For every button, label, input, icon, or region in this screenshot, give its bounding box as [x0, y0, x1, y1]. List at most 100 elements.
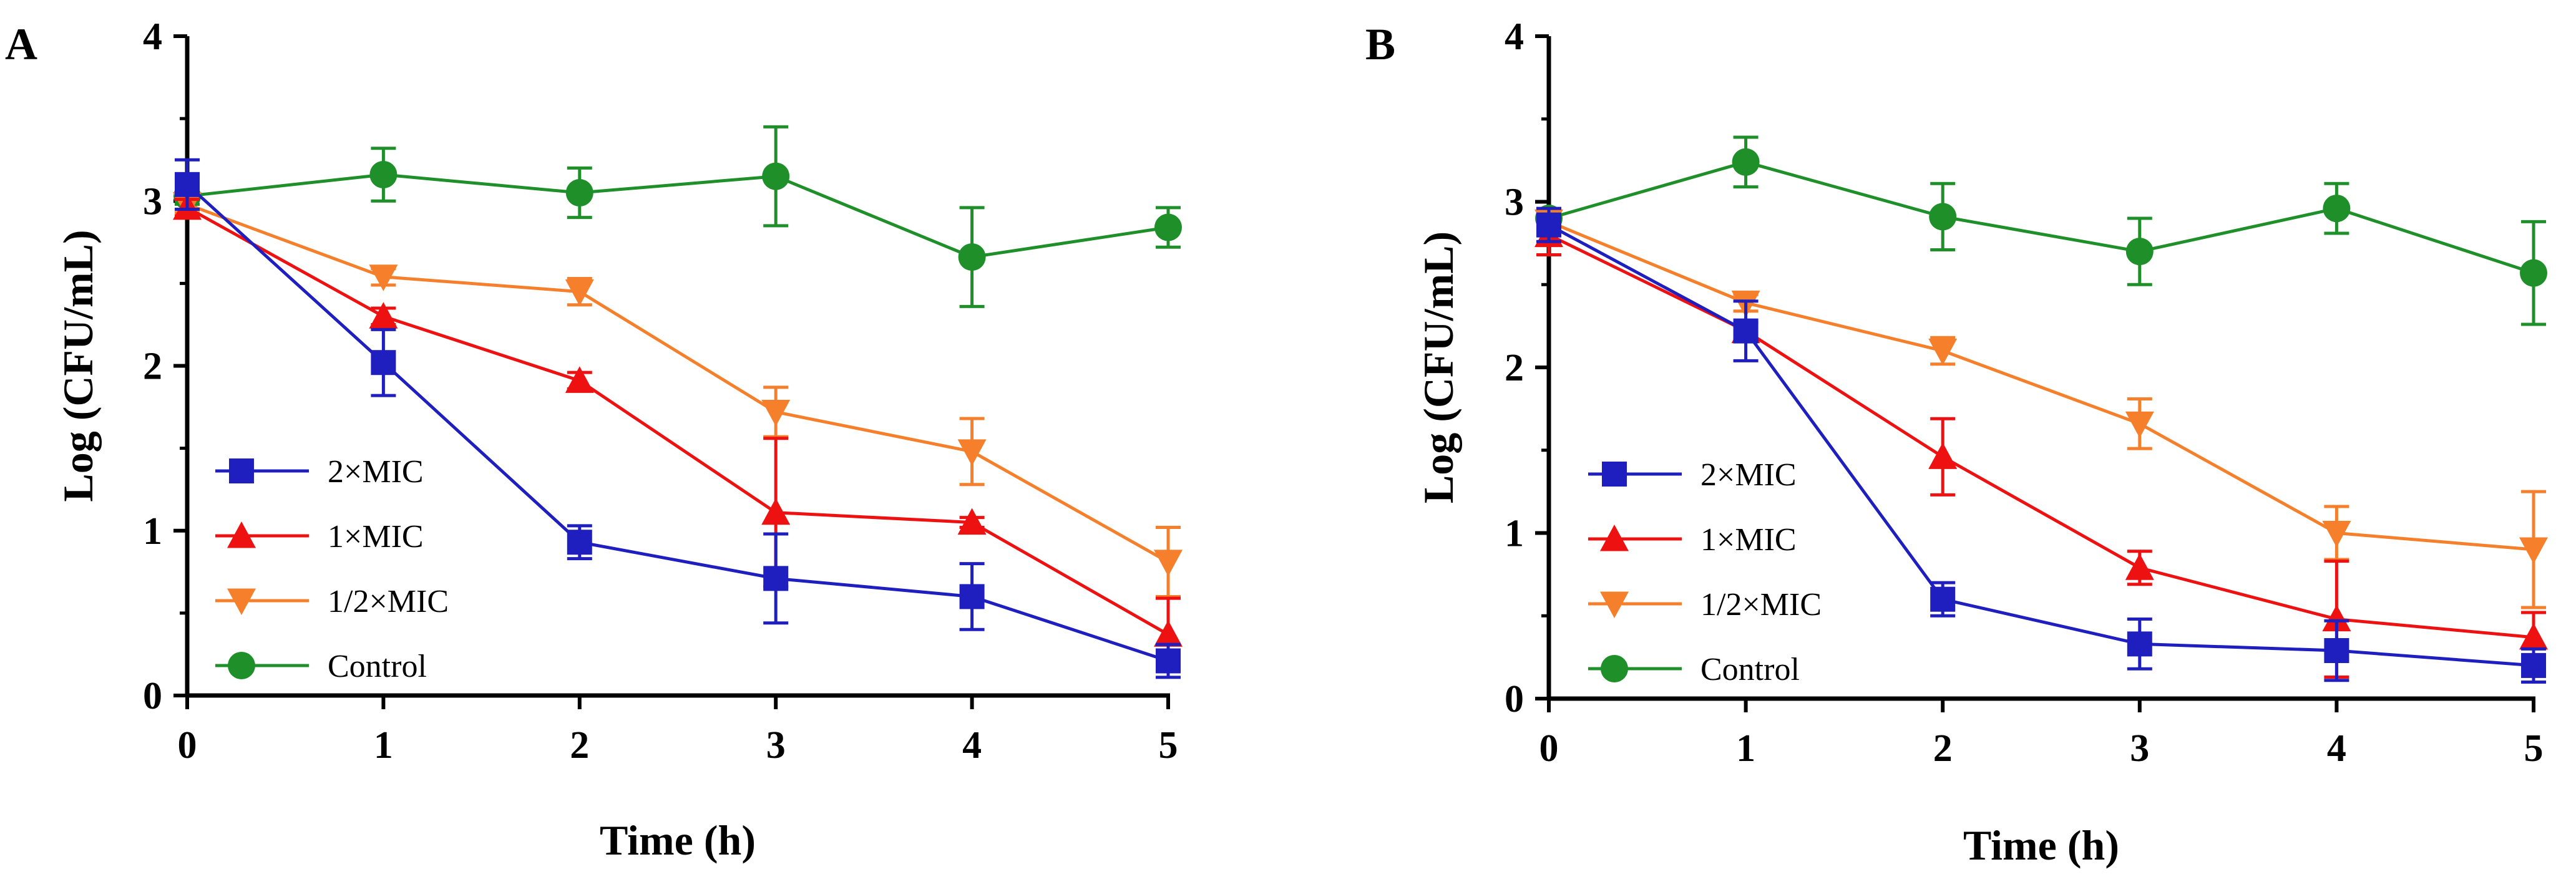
- chart-panel-b: B 0 1 2 3 4 0 1 2 3 4 5 Time (h) Log (CFU/mL) 2×MIC 1×M…: [1365, 16, 2548, 869]
- y-tick-label: 4: [1505, 16, 1524, 58]
- data-point: [2127, 631, 2152, 657]
- data-point: [567, 530, 592, 555]
- x-tick-label: 4: [2327, 727, 2346, 770]
- y-tick-label: 2: [143, 346, 162, 388]
- series-line: [187, 203, 1169, 564]
- y-tick-label: 0: [143, 675, 162, 717]
- data-point: [565, 179, 593, 207]
- legend-marker: [1601, 655, 1628, 682]
- data-point: [957, 439, 987, 466]
- series-1/2×MIC: [173, 191, 1183, 598]
- chart-panel-a: A 0 1 2 3 4 0 1 2 3 4 5 Time (h) Log (CFU/mL) 2×MIC 1×M…: [5, 16, 1183, 864]
- x-tick-label: 2: [1933, 727, 1953, 770]
- series-Control: [173, 125, 1182, 308]
- legend-label: 1/2×MIC: [328, 584, 449, 619]
- series-Control: [1535, 135, 2547, 326]
- panel-label: B: [1365, 19, 1395, 69]
- series-line: [186, 183, 1169, 662]
- data-point: [2324, 638, 2349, 664]
- y-tick-label: 1: [143, 510, 162, 553]
- legend-marker: [1602, 462, 1627, 487]
- data-point: [2520, 259, 2547, 287]
- series-2×MIC: [1536, 206, 2546, 684]
- data-point: [2323, 195, 2351, 223]
- x-tick-label: 3: [766, 724, 786, 767]
- legend-marker: [1600, 591, 1629, 618]
- data-point: [761, 399, 791, 427]
- data-point: [1929, 203, 1957, 231]
- legend-label: 2×MIC: [1700, 457, 1797, 493]
- y-tick-label: 1: [1505, 513, 1524, 555]
- data-point: [1536, 212, 1561, 238]
- legend: 2×MIC 1×MIC 1/2×MIC Control: [1588, 457, 1822, 687]
- x-tick-label: 1: [1736, 727, 1755, 770]
- data-point: [1733, 318, 1759, 344]
- data-point: [2519, 623, 2548, 650]
- series-line: [1548, 233, 2534, 639]
- series-line: [1548, 223, 2534, 667]
- legend-marker: [227, 521, 256, 548]
- series-line: [1548, 160, 2534, 275]
- data-point: [2125, 238, 2154, 266]
- legend-label: Control: [328, 649, 427, 684]
- series-1×MIC: [173, 193, 1183, 672]
- x-axis-title: Time (h): [600, 817, 756, 864]
- data-point: [2322, 604, 2351, 632]
- series-2×MIC: [175, 158, 1181, 679]
- data-point: [565, 366, 594, 393]
- x-tick-label: 1: [374, 724, 393, 767]
- y-axis-title: Log (CFU/mL): [54, 230, 102, 502]
- x-axis-title: Time (h): [1963, 821, 2119, 869]
- data-point: [369, 264, 398, 291]
- legend-marker: [227, 588, 256, 615]
- x-tick-label: 5: [1159, 724, 1178, 767]
- data-point: [762, 162, 790, 190]
- legend-marker: [228, 652, 255, 679]
- data-point: [369, 302, 398, 329]
- data-point: [371, 350, 396, 376]
- data-point: [1154, 550, 1183, 576]
- series-1/2×MIC: [1534, 209, 2548, 609]
- legend-label: 1×MIC: [1700, 522, 1797, 558]
- x-tick-label: 5: [2524, 727, 2544, 770]
- y-tick-label: 2: [1505, 347, 1524, 389]
- legend-marker: [1600, 525, 1629, 551]
- data-point: [369, 160, 398, 188]
- data-point: [1928, 338, 1958, 366]
- data-point: [1930, 586, 1956, 612]
- data-point: [2521, 652, 2546, 678]
- y-axis-title: Log (CFU/mL): [1415, 231, 1462, 503]
- legend-label: 1/2×MIC: [1700, 587, 1822, 623]
- y-tick-label: 3: [143, 180, 162, 223]
- data-point: [2125, 553, 2154, 580]
- data-point: [958, 243, 986, 271]
- data-point: [2322, 520, 2351, 548]
- y-tick-label: 3: [1505, 182, 1524, 224]
- data-point: [761, 498, 791, 525]
- data-point: [2519, 537, 2548, 565]
- legend-label: Control: [1700, 652, 1800, 687]
- data-point: [763, 566, 789, 591]
- data-point: [959, 584, 985, 609]
- legend-marker: [229, 458, 254, 483]
- y-tick-label: 0: [1505, 678, 1524, 720]
- x-tick-label: 4: [962, 724, 982, 767]
- legend-label: 2×MIC: [328, 454, 424, 490]
- data-point: [1928, 442, 1958, 469]
- data-point: [1732, 148, 1760, 176]
- legend-label: 1×MIC: [328, 519, 424, 555]
- data-point: [957, 508, 987, 535]
- data-point: [1154, 620, 1183, 647]
- legend: 2×MIC 1×MIC 1/2×MIC Control: [215, 454, 449, 684]
- x-tick-label: 0: [178, 724, 197, 767]
- series-line: [186, 206, 1169, 636]
- data-point: [175, 172, 200, 197]
- data-point: [1156, 648, 1181, 674]
- panel-label: A: [5, 19, 37, 69]
- data-point: [2125, 411, 2154, 439]
- y-tick-label: 4: [143, 16, 162, 58]
- series-1×MIC: [1534, 213, 2548, 679]
- x-tick-label: 2: [570, 724, 589, 767]
- series-line: [1548, 220, 2534, 551]
